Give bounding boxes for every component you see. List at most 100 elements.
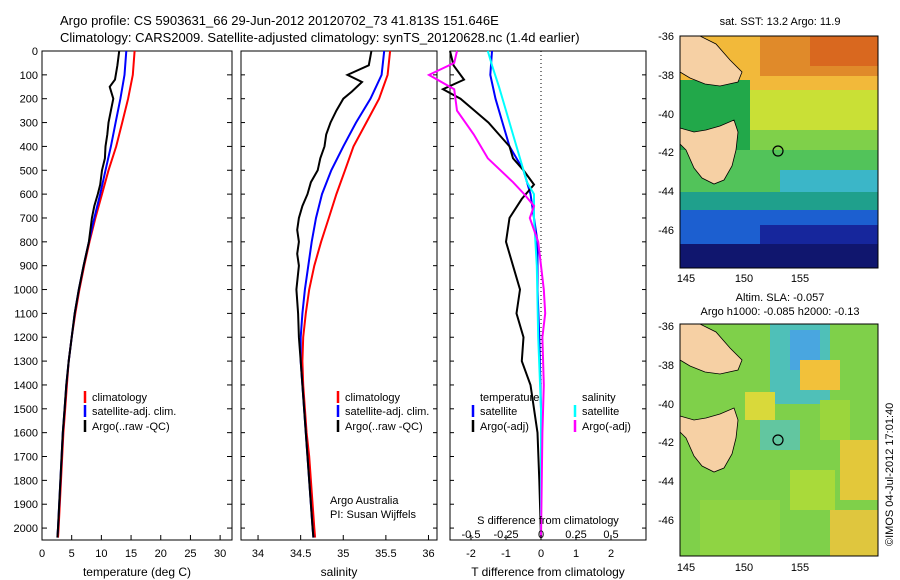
x-tick-label: 25 [184, 548, 196, 560]
depth-tick-label: 200 [20, 94, 38, 106]
legend-label-t-argo: Argo(-adj) [480, 421, 529, 433]
argo-location-marker [772, 434, 784, 446]
lon-tick: 155 [791, 562, 809, 574]
x-tick-label: 10 [95, 548, 107, 560]
depth-axis: 0 100 200 300 400 500 600 700 800 900 1000 1100 1200… [14, 46, 646, 535]
difference-legend: temperature salinity satellite Argo(-adj… [471, 392, 631, 433]
depth-tick-label: 0 [32, 46, 38, 58]
s-diff-tick-label: 0.5 [603, 529, 618, 541]
t-difference-axis-label: T difference from climatology [471, 565, 625, 579]
lat-tick: -44 [658, 476, 674, 488]
lat-tick: -40 [658, 109, 674, 121]
mainland-australia-shape [679, 323, 743, 375]
sst-map-lat-ticks: -36 -38 -40 -42 -44 -46 [658, 31, 674, 237]
legend-label-satellite: satellite-adj. clim. [92, 406, 176, 418]
depth-tick-label: 1700 [14, 452, 38, 464]
series-line [489, 50, 542, 538]
legend-title-salinity: salinity [582, 392, 616, 404]
depth-tick-label: 1800 [14, 475, 38, 487]
x-tick-label: 0 [39, 548, 45, 560]
legend-label-t-satellite: satellite [480, 406, 517, 418]
s-diff-tick-label: -0.25 [493, 529, 518, 541]
legend-label-s-argo: Argo(-adj) [582, 421, 631, 433]
series-line [56, 50, 121, 538]
lon-tick: 145 [677, 273, 695, 285]
legend-title-temperature: temperature [480, 392, 539, 404]
series-line [299, 50, 386, 538]
difference-chart: -2 -1 0 1 2 -0.5 -0.25 0 0.25 0.5 [426, 50, 619, 560]
salinity-chart: 34 34.5 35 35.5 36 [252, 50, 435, 560]
lon-tick: 155 [791, 273, 809, 285]
x-tick-label: 30 [214, 548, 226, 560]
sst-map-frame [679, 35, 879, 269]
argo-location-marker [772, 145, 784, 157]
lat-tick: -40 [658, 399, 674, 411]
x-tick-label: 36 [422, 548, 434, 560]
depth-tick-label: 700 [20, 213, 38, 225]
lat-tick: -38 [658, 360, 674, 372]
series-line [57, 50, 136, 538]
s-diff-tick-label: -0.5 [462, 529, 481, 541]
depth-tick-label: 2000 [14, 523, 38, 535]
depth-tick-label: 600 [20, 189, 38, 201]
x-tick-label: -2 [466, 548, 476, 560]
depth-tick-label: 1400 [14, 380, 38, 392]
depth-tick-label: 1500 [14, 404, 38, 416]
lon-tick: 150 [735, 273, 753, 285]
depth-tick-label: 1100 [14, 308, 38, 320]
annotation-argo-australia: Argo Australia [330, 495, 399, 507]
series-line [295, 50, 373, 538]
sla-map-lon-ticks: 145 150 155 [677, 562, 809, 574]
series-line [486, 50, 542, 538]
depth-tick-label: 500 [20, 165, 38, 177]
x-tick-label: -1 [501, 548, 511, 560]
header-title-line2: Climatology: CARS2009. Satellite-adjuste… [60, 30, 580, 45]
legend-label-s-satellite: satellite [582, 406, 619, 418]
sla-map [680, 324, 878, 556]
legend-label-argo: Argo(..raw -QC) [92, 421, 170, 433]
sla-map-lat-ticks: -36 -38 -40 -42 -44 -46 [658, 321, 674, 527]
difference-panel-frame [449, 50, 647, 541]
x-tick-label: 34 [252, 548, 264, 560]
lat-tick: -36 [658, 321, 674, 333]
tasmania-shape [679, 119, 739, 185]
lat-tick: -44 [658, 186, 674, 198]
series-line [426, 50, 547, 538]
legend-label-satellite: satellite-adj. clim. [345, 406, 429, 418]
series-line [440, 50, 542, 538]
depth-tick-label: 1000 [14, 285, 38, 297]
lon-tick: 150 [735, 562, 753, 574]
depth-tick-label: 300 [20, 118, 38, 130]
temperature-axis-label: temperature (deg C) [83, 565, 191, 579]
depth-tick-label: 1300 [14, 356, 38, 368]
s-difference-axis-label: S difference from climatology [477, 515, 619, 527]
temperature-panel-frame [41, 50, 233, 541]
x-tick-label: 1 [573, 548, 579, 560]
lat-tick: -42 [658, 147, 674, 159]
x-tick-label: 35.5 [375, 548, 396, 560]
depth-tick-label: 1200 [14, 332, 38, 344]
x-tick-label: 0 [538, 548, 544, 560]
depth-tick-label: 1900 [14, 499, 38, 511]
depth-tick-label: 800 [20, 237, 38, 249]
depth-tick-label: 400 [20, 141, 38, 153]
header-title-line1: Argo profile: CS 5903631_66 29-Jun-2012 … [60, 13, 499, 28]
sla-map-title-line2: Argo h1000: -0.085 h2000: -0.13 [700, 306, 859, 318]
temperature-chart: 0 5 10 15 20 25 30 [39, 50, 226, 560]
x-tick-label: 34.5 [290, 548, 311, 560]
sla-map-title-line1: Altim. SLA: -0.057 [736, 292, 825, 304]
temperature-legend: climatology satellite-adj. clim. Argo(..… [83, 391, 176, 433]
lat-tick: -42 [658, 437, 674, 449]
tasmania-shape [679, 407, 739, 473]
series-line [301, 50, 392, 538]
x-tick-label: 15 [125, 548, 137, 560]
legend-label-argo: Argo(..raw -QC) [345, 421, 423, 433]
depth-tick-label: 1600 [14, 428, 38, 440]
s-diff-tick-label: 0.25 [565, 529, 586, 541]
annotation-pi: PI: Susan Wijffels [330, 509, 416, 521]
sst-map-lon-ticks: 145 150 155 [677, 273, 809, 285]
x-tick-label: 5 [69, 548, 75, 560]
x-tick-label: 2 [608, 548, 614, 560]
depth-tick-label: 900 [20, 261, 38, 273]
